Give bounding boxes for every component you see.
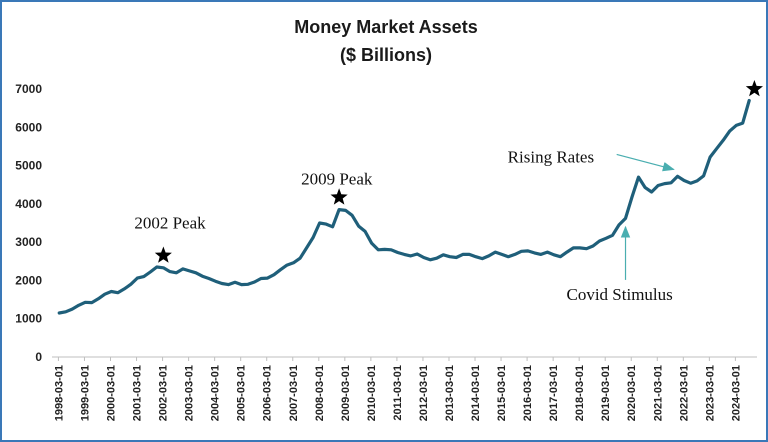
x-axis: 1998-03-01 1999-03-01 2000-03-01 2001-03-01…: [52, 356, 757, 421]
x-tick-label: 2013-03-01: [444, 365, 456, 421]
x-tick-label: 2023-03-01: [704, 365, 716, 421]
x-tick-label: 1999-03-01: [79, 365, 91, 421]
y-tick-label: 5000: [15, 159, 42, 173]
x-tick-label: 2019-03-01: [600, 365, 612, 421]
x-tick-label: 2020-03-01: [626, 365, 638, 421]
x-tick-label: 2014-03-01: [470, 365, 482, 421]
annotation-rising-rates: Rising Rates: [508, 147, 594, 166]
x-tick-label: 2004-03-01: [210, 365, 222, 421]
x-tick-label: 2001-03-01: [132, 365, 144, 421]
y-tick-label: 7000: [15, 82, 42, 96]
x-tick-label: 2009-03-01: [340, 365, 352, 421]
chart-subtitle: ($ Billions): [339, 45, 432, 65]
x-tick-label: 2024-03-01: [730, 365, 742, 421]
x-tick-label: 2008-03-01: [314, 365, 326, 421]
y-tick-label: 1000: [15, 312, 42, 326]
peak-star-marker: [154, 246, 172, 263]
y-tick-label: 0: [35, 350, 42, 364]
x-tick-label: 2021-03-01: [652, 365, 664, 421]
series-layer: [57, 98, 751, 315]
x-tick-label: 2007-03-01: [288, 365, 300, 421]
x-tick-label: 2015-03-01: [496, 365, 508, 421]
y-tick-label: 6000: [15, 120, 42, 134]
peak-star-marker: [330, 188, 348, 205]
x-tick-label: 2022-03-01: [678, 365, 690, 421]
x-tick-label: 2005-03-01: [236, 365, 248, 421]
x-tick-label: 2011-03-01: [392, 365, 404, 421]
annotation-2002-peak: 2002 Peak: [134, 214, 206, 233]
annotation-covid-stimulus: Covid Stimulus: [567, 285, 673, 304]
annotation-2009-peak: 2009 Peak: [301, 169, 373, 188]
y-tick-label: 4000: [15, 197, 42, 211]
x-tick-label: 2016-03-01: [522, 365, 534, 421]
x-tick-label: 2017-03-01: [548, 365, 560, 421]
x-tick-label: 2018-03-01: [574, 365, 586, 421]
y-tick-label: 3000: [15, 235, 42, 249]
annotation-layer: 2002 Peak 2009 Peak Rising Rates Covid Stim…: [134, 80, 763, 304]
x-tick-label: 1998-03-01: [53, 365, 65, 421]
x-tick-label: 2006-03-01: [262, 365, 274, 421]
x-tick-label: 2003-03-01: [184, 365, 196, 421]
peak-star-marker: [745, 80, 763, 97]
x-tick-label: 2002-03-01: [158, 365, 170, 421]
chart-title: Money Market Assets: [294, 17, 478, 37]
rising-rates-arrow: [616, 153, 675, 172]
x-tick-label: 2000-03-01: [106, 365, 118, 421]
x-tick-label: 2010-03-01: [366, 365, 378, 421]
x-tick-label: 2012-03-01: [418, 365, 430, 421]
series-line: [57, 98, 751, 315]
y-axis: 0 1000 2000 3000 4000 5000 6000 7000: [15, 82, 42, 364]
y-tick-label: 2000: [15, 273, 42, 287]
